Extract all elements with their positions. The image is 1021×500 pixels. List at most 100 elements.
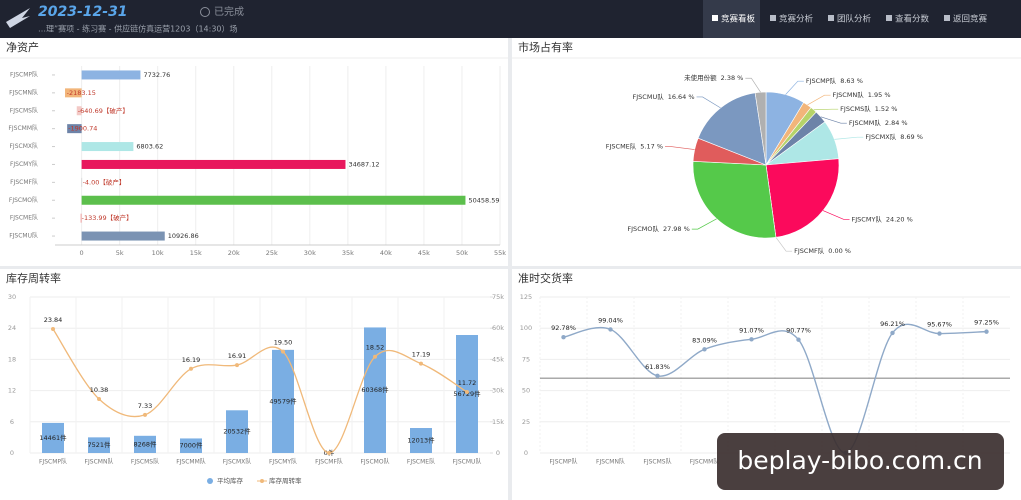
y-tick-label: 100	[520, 324, 532, 332]
bar-label: 7000件	[179, 441, 203, 450]
pie-label: FJSCMO队 27.98 %	[627, 224, 689, 233]
pie-label-value: 1.52 %	[875, 105, 898, 113]
legend-swatch	[260, 479, 264, 483]
leader-line	[696, 96, 721, 109]
nav-icon	[886, 15, 892, 21]
y2-tick-label: 45k	[492, 355, 504, 363]
x-tick-label: FJSCMS队	[643, 458, 671, 466]
charts: 净资产 0 5k 10k 15k 20k 25k 30k 35k 40k 45k 50k 55k FJSC…	[0, 40, 1021, 485]
leader-line	[775, 237, 793, 252]
bar	[81, 177, 83, 187]
leader-line	[834, 136, 864, 140]
panel	[0, 38, 508, 266]
pie-label: FJSCMF队 0.00 %	[794, 246, 851, 255]
x-tick-label: FJSCMP队	[549, 458, 577, 466]
bar	[410, 428, 432, 453]
bar	[65, 88, 82, 98]
point	[984, 329, 989, 334]
y-tick-label: FJSCMO队	[9, 196, 38, 204]
y-tick-label: 12	[8, 387, 16, 395]
x-tick-label: FJSCMF队	[315, 458, 343, 466]
value-label: 6803.62	[136, 143, 163, 151]
pie-label-value: 27.98 %	[663, 225, 690, 233]
y-tick-label: 0	[524, 449, 528, 457]
x-tick-label: 5k	[116, 249, 124, 257]
pie-label-name: FJSCMY队	[852, 214, 883, 223]
pie-label-value: 0.00 %	[828, 247, 851, 255]
point-label: 16.19	[182, 356, 201, 364]
y2-tick-label: 60k	[492, 324, 504, 332]
point-label: 90.77%	[786, 327, 811, 335]
point	[51, 327, 55, 332]
pie-label: FJSCMP队 8.63 %	[806, 76, 863, 85]
legend-label: 平均库存	[217, 476, 244, 485]
pie-label-value: 2.84 %	[885, 119, 908, 127]
pie-label: 未使用份额 2.38 %	[684, 73, 743, 82]
x-tick-label: FJSCMO队	[360, 458, 389, 466]
nav-item[interactable]: 竞赛看板	[721, 14, 756, 25]
point	[97, 397, 101, 402]
x-tick-label: 25k	[266, 249, 278, 257]
point	[796, 337, 801, 342]
nav-item[interactable]: 竞赛分析	[779, 14, 814, 25]
point	[749, 337, 754, 342]
value-label: -133.99【破产】	[82, 213, 133, 222]
point	[143, 412, 147, 417]
value-label: 50458.59	[468, 196, 499, 204]
point-label: 11.72	[458, 379, 477, 387]
point	[702, 347, 707, 352]
x-tick-label: 10k	[152, 249, 164, 257]
bar	[226, 410, 248, 453]
x-tick-label: 30k	[304, 249, 316, 257]
leader-line	[745, 77, 761, 93]
pie-label-name: 未使用份额	[684, 73, 717, 82]
nav-item[interactable]: 团队分析	[837, 14, 872, 25]
header-subtitle: …理”赛项 - 练习赛 - 供应链仿真运营1203（14:30）场	[38, 24, 238, 34]
x-tick-label: FJSCMM队	[176, 458, 206, 466]
y-tick-label: FJSCMU队	[9, 232, 38, 240]
y-tick-label: 24	[8, 324, 16, 332]
panel	[0, 269, 508, 500]
logo	[6, 8, 30, 28]
point	[189, 366, 193, 371]
x-tick-label: FJSCMX队	[223, 458, 252, 466]
point-label: 95.67%	[927, 321, 952, 329]
pie-label-value: 8.69 %	[900, 133, 923, 141]
point-label: 16.91	[228, 352, 247, 360]
chart-title: 准时交货率	[518, 271, 573, 285]
point	[937, 331, 942, 336]
watermark-bg	[717, 433, 1004, 490]
value-label: -640.69【破产】	[78, 106, 129, 115]
y-tick-label: FJSCME队	[10, 214, 38, 222]
header-date: 2023-12-31	[38, 4, 128, 20]
nav-item[interactable]: 返回竞赛	[953, 14, 988, 25]
bar-label: 20532件	[223, 427, 251, 436]
nav-icon	[770, 15, 776, 21]
x-tick-label: 40k	[380, 249, 392, 257]
point-label: 23.84	[44, 316, 63, 324]
x-tick-label: FJSCMY队	[269, 458, 297, 466]
y-tick-label: FJSCMY队	[10, 160, 38, 168]
pie-label-value: 8.63 %	[840, 77, 863, 85]
pie-label-name: FJSCMS队	[840, 104, 871, 113]
pie-label-value: 24.20 %	[886, 215, 913, 223]
pie-slice	[697, 92, 767, 166]
point-label: 61.83%	[645, 363, 670, 371]
y-tick-label: 75	[522, 355, 530, 363]
watermark: beplay-bibo.com.cn	[737, 446, 982, 475]
pie-label-name: FJSCMP队	[806, 76, 837, 85]
y2-tick-label: 30k	[492, 387, 504, 395]
y2-tick-label: 0	[496, 449, 500, 457]
pie-label-name: FJSCMN队	[833, 90, 865, 99]
point	[465, 390, 469, 395]
value-label: 7732.76	[143, 71, 170, 79]
pie-label: FJSCMY队 24.20 %	[852, 214, 913, 223]
y-tick-label: 18	[8, 355, 16, 363]
legend-label: 库存周转率	[269, 476, 302, 485]
point	[281, 349, 285, 354]
bar	[88, 437, 110, 453]
pie-label-value: 16.64 %	[668, 93, 695, 101]
pie-label-name: FJSCMF队	[794, 246, 825, 255]
point	[890, 330, 895, 336]
nav-item[interactable]: 查看分数	[895, 14, 930, 25]
